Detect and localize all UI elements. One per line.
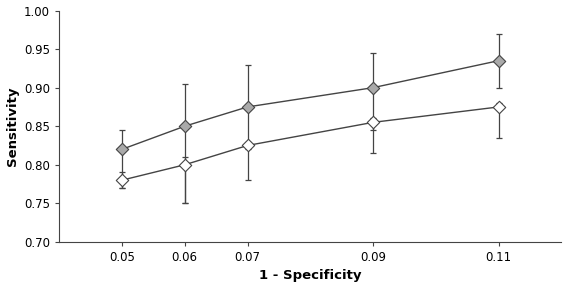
- Point: [243, 105, 252, 109]
- Y-axis label: Sensitivity: Sensitivity: [6, 86, 19, 166]
- Point: [243, 143, 252, 148]
- X-axis label: 1 - Specificity: 1 - Specificity: [259, 270, 362, 283]
- Point: [117, 178, 126, 183]
- Point: [494, 105, 503, 109]
- Point: [369, 120, 378, 125]
- Point: [494, 58, 503, 63]
- Point: [369, 85, 378, 90]
- Point: [117, 147, 126, 152]
- Point: [180, 162, 189, 167]
- Point: [180, 124, 189, 128]
